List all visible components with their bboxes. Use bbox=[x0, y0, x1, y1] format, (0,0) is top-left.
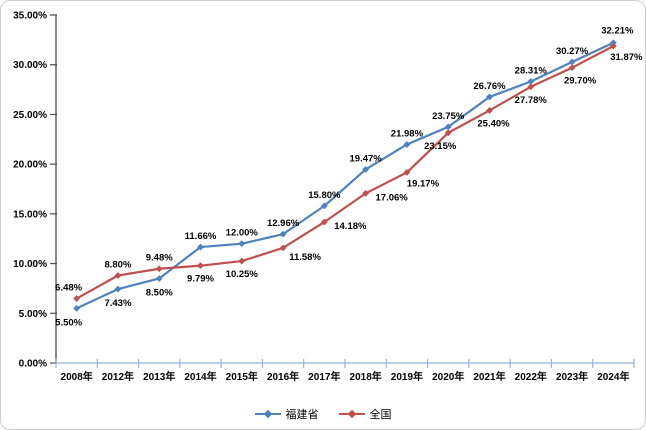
x-tick-label: 2019年 bbox=[391, 370, 423, 383]
data-point-marker bbox=[155, 275, 163, 282]
data-label: 11.66% bbox=[185, 231, 217, 242]
x-tick-label: 2008年 bbox=[61, 370, 93, 383]
data-point-marker bbox=[320, 218, 328, 226]
data-point-marker bbox=[444, 129, 452, 137]
x-tick-label: 2022年 bbox=[515, 370, 547, 383]
fujian-series-marker-icon bbox=[254, 409, 281, 419]
data-label: 30.27% bbox=[556, 46, 589, 57]
data-label: 12.00% bbox=[226, 228, 259, 239]
data-label: 25.40% bbox=[477, 118, 510, 129]
data-label: 12.96% bbox=[267, 218, 300, 229]
x-tick-label: 2023年 bbox=[556, 370, 588, 383]
y-tick-label: 0.00% bbox=[19, 359, 47, 370]
series-fujian: 5.50% 7.43% 8.50% 11.66% 12.00% 12.96% 15.80% 1… bbox=[55, 26, 634, 329]
y-tick-label: 5.00% bbox=[19, 309, 47, 320]
data-label: 26.76% bbox=[473, 81, 506, 92]
x-tick-label: 2016年 bbox=[267, 370, 299, 383]
y-axis: 0.00% 5.00% 10.00% 15.00% 20.00% 25.00% 30.00%… bbox=[13, 11, 57, 370]
data-point-marker bbox=[238, 240, 246, 248]
x-tick-label: 2013年 bbox=[143, 370, 175, 383]
legend-item-fujian: 福建省 bbox=[254, 406, 319, 422]
data-point-marker bbox=[568, 58, 576, 66]
x-tick-label: 2020年 bbox=[432, 370, 464, 383]
data-point-marker bbox=[362, 189, 370, 197]
data-label: 23.15% bbox=[424, 141, 457, 152]
x-tick-label: 2018年 bbox=[350, 370, 382, 383]
x-tick-label: 2012年 bbox=[102, 370, 134, 383]
data-label: 10.25% bbox=[226, 269, 259, 280]
data-point-marker bbox=[444, 123, 452, 131]
data-point-marker bbox=[486, 107, 493, 114]
series-line bbox=[76, 45, 614, 300]
y-tick-label: 15.00% bbox=[13, 209, 47, 220]
data-label: 19.47% bbox=[350, 153, 383, 164]
data-point-marker bbox=[73, 295, 81, 302]
data-label: 6.48% bbox=[55, 283, 82, 294]
data-label: 9.79% bbox=[187, 274, 214, 285]
x-tick-label: 2017年 bbox=[308, 370, 340, 383]
data-label: 14.18% bbox=[334, 221, 367, 232]
x-tick-label: 2015年 bbox=[226, 370, 258, 383]
legend-item-national: 全国 bbox=[338, 406, 392, 422]
data-point-marker bbox=[279, 244, 287, 252]
national-series-marker-icon bbox=[338, 409, 365, 419]
x-tick-label: 2021年 bbox=[473, 370, 505, 383]
series-national: 6.48% 8.80% 9.48% 9.79% 10.25% 11.58% 14.18% 17… bbox=[55, 42, 643, 302]
data-label: 11.58% bbox=[289, 252, 321, 263]
y-tick-label: 20.00% bbox=[13, 160, 47, 171]
data-point-marker bbox=[238, 257, 246, 265]
data-label: 21.98% bbox=[391, 128, 424, 139]
y-tick-label: 35.00% bbox=[13, 11, 47, 22]
data-label: 29.70% bbox=[564, 76, 597, 87]
data-point-marker bbox=[197, 262, 204, 270]
data-point-marker bbox=[114, 285, 122, 293]
x-axis: 2008年 2012年 2013年 2014年 2015年 2016年 2017年 2018年… bbox=[55, 359, 635, 383]
data-label: 5.50% bbox=[55, 317, 82, 328]
data-label: 31.87% bbox=[610, 52, 643, 63]
data-point-marker bbox=[320, 202, 328, 210]
data-label: 23.75% bbox=[432, 111, 465, 122]
legend-label-fujian: 福建省 bbox=[285, 409, 319, 421]
data-point-marker bbox=[527, 83, 535, 91]
data-label: 7.43% bbox=[104, 298, 131, 309]
data-label: 28.31% bbox=[515, 66, 548, 77]
data-point-marker bbox=[403, 141, 411, 148]
data-point-marker bbox=[155, 265, 163, 273]
data-label: 17.06% bbox=[376, 192, 409, 203]
data-point-marker bbox=[527, 78, 535, 85]
y-tick-label: 10.00% bbox=[13, 259, 47, 270]
data-point-marker bbox=[486, 93, 493, 101]
chart-legend: 福建省 全国 bbox=[1, 399, 645, 429]
data-point-marker bbox=[362, 166, 370, 173]
data-point-marker bbox=[73, 304, 81, 312]
data-label: 8.80% bbox=[104, 260, 131, 271]
data-label: 32.21% bbox=[601, 26, 634, 37]
x-tick-label: 2014年 bbox=[184, 370, 216, 383]
series-line bbox=[76, 41, 614, 310]
y-tick-label: 30.00% bbox=[13, 60, 47, 71]
data-point-marker bbox=[279, 230, 287, 238]
line-chart: 0.00% 5.00% 10.00% 15.00% 20.00% 25.00% 30.00%… bbox=[13, 11, 643, 384]
x-tick-label: 2024年 bbox=[597, 370, 629, 383]
data-point-marker bbox=[403, 168, 411, 176]
data-label: 19.17% bbox=[407, 178, 440, 189]
data-point-marker bbox=[609, 42, 617, 50]
data-point-marker bbox=[197, 243, 204, 251]
data-label: 15.80% bbox=[308, 190, 341, 201]
data-label: 27.78% bbox=[515, 95, 548, 106]
data-label: 9.48% bbox=[146, 253, 173, 264]
data-label: 8.50% bbox=[146, 287, 173, 298]
data-point-marker bbox=[114, 272, 122, 279]
legend-label-national: 全国 bbox=[369, 409, 392, 421]
data-point-marker bbox=[568, 64, 576, 72]
y-tick-label: 25.00% bbox=[13, 110, 47, 121]
